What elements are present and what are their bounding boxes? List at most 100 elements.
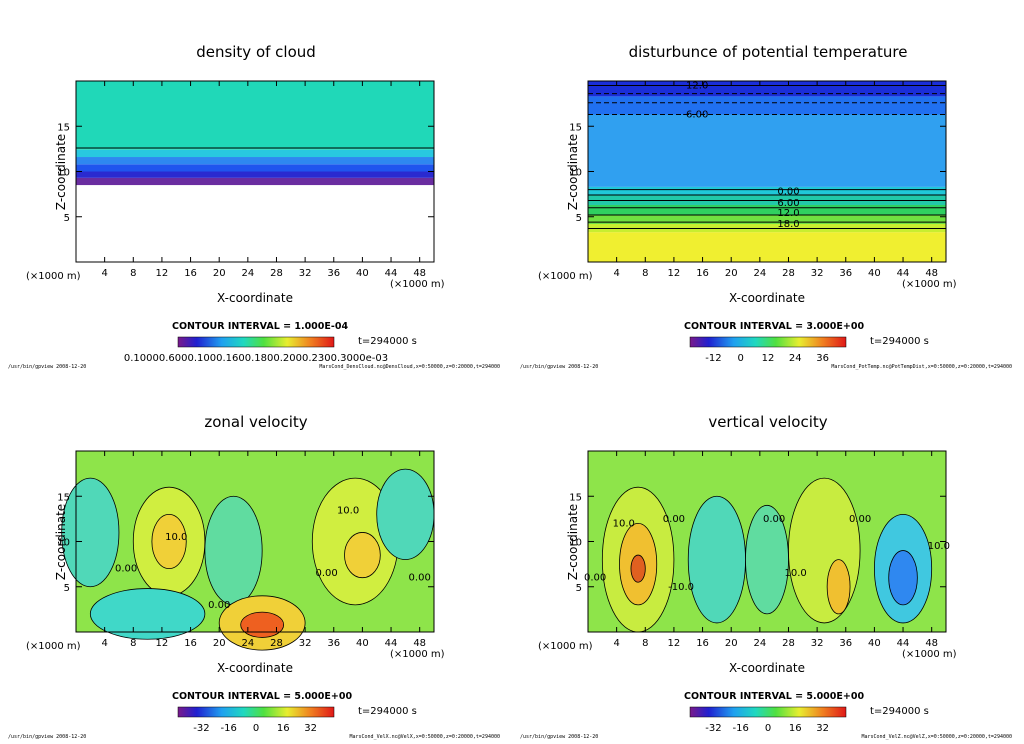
panel-zonal-velocity: zonal velocity 10.010.00.000.000.00 0.00 … bbox=[8, 413, 500, 740]
colorbar-tick-label: 0 bbox=[738, 353, 744, 364]
x-tick-label: 12 bbox=[668, 638, 681, 649]
x-tick-label: 8 bbox=[642, 638, 648, 649]
contour-label: 10.0 bbox=[165, 532, 187, 543]
colorbar-tick-label: -16 bbox=[221, 723, 237, 734]
colorbar-tick-label: -32 bbox=[193, 723, 209, 734]
colorbar-tick-label: 24 bbox=[789, 353, 802, 364]
colorbar-labels: 0.10000.6000.1000.1600.1800.2000.2300.30… bbox=[124, 353, 388, 364]
x-ticks: 4 8 12 16 20 24 28 32 36 40 44 48 bbox=[613, 81, 938, 279]
contour-label: 10.0 bbox=[337, 506, 359, 517]
contour-label: 0.00 bbox=[584, 573, 606, 584]
y-unit-label: (×1000 m) bbox=[538, 641, 593, 652]
y-tick-label: 5 bbox=[64, 213, 70, 224]
x-tick-label: 48 bbox=[413, 268, 426, 279]
x-tick-label: 32 bbox=[811, 268, 824, 279]
contour-label: -10.0 bbox=[668, 582, 694, 593]
x-tick-label: 40 bbox=[868, 638, 881, 649]
contour-label: 6.00 bbox=[777, 198, 799, 209]
colorbar bbox=[177, 706, 335, 718]
y-tick-label: 10 bbox=[57, 168, 70, 179]
colorbar-tick-label: 0 bbox=[253, 723, 259, 734]
contour-interval: CONTOUR INTERVAL = 5.000E+00 bbox=[684, 691, 864, 702]
colorbar bbox=[689, 336, 847, 348]
x-tick-label: 8 bbox=[130, 268, 136, 279]
x-tick-label: 24 bbox=[241, 268, 254, 279]
contour-label: 18.0 bbox=[777, 219, 799, 230]
contour-label: 0.00 bbox=[663, 514, 685, 525]
x-tick-label: 36 bbox=[839, 268, 852, 279]
contour-label: 10.0 bbox=[613, 518, 635, 529]
field-cell bbox=[240, 611, 285, 638]
y-axis-label: Z-coordinate bbox=[54, 134, 68, 210]
y-tick-label: 5 bbox=[576, 583, 582, 594]
footer-right: MarsCond_PotTemp.nc@PotTempDist,x=0:5000… bbox=[831, 364, 1012, 370]
y-unit-label: (×1000 m) bbox=[26, 271, 81, 282]
y-ticks: 5 10 15 bbox=[57, 122, 434, 224]
x-ticks: 4 8 12 16 20 24 28 32 36 40 44 48 bbox=[613, 451, 938, 649]
field-layer bbox=[588, 204, 946, 215]
x-tick-label: 36 bbox=[327, 638, 340, 649]
colorbar-tick-label: -16 bbox=[733, 723, 749, 734]
field-cell bbox=[888, 550, 918, 606]
panel-title: zonal velocity bbox=[204, 413, 307, 431]
time-label: t=294000 s bbox=[870, 706, 929, 717]
contour-label: -12.0 bbox=[682, 81, 708, 92]
x-tick-label: 48 bbox=[925, 268, 938, 279]
x-axis-label: X-coordinate bbox=[729, 291, 805, 305]
field-layer bbox=[588, 214, 946, 224]
footer-left: /usr/bin/gpview 2008-12-20 bbox=[8, 364, 86, 370]
time-label: t=294000 s bbox=[870, 336, 929, 347]
field-cell bbox=[204, 495, 263, 606]
colorbar-tick-label: 32 bbox=[304, 723, 317, 734]
contour-interval: CONTOUR INTERVAL = 1.000E-04 bbox=[172, 321, 348, 332]
field-layer bbox=[588, 96, 946, 115]
contour-label: 12.0 bbox=[777, 208, 799, 219]
panel-title: disturbunce of potential temperature bbox=[629, 43, 908, 61]
contour-label: 0.00 bbox=[208, 600, 230, 611]
x-tick-label: 16 bbox=[696, 638, 709, 649]
field-cell bbox=[788, 477, 861, 624]
x-ticks: 4 8 12 16 20 24 28 32 36 40 44 48 bbox=[101, 451, 426, 649]
heatmap-field bbox=[588, 81, 946, 262]
x-tick-label: 8 bbox=[642, 268, 648, 279]
contour-label: 0.00 bbox=[777, 186, 799, 197]
colorbar bbox=[177, 336, 335, 348]
x-tick-label: 44 bbox=[897, 638, 910, 649]
x-tick-label: 24 bbox=[753, 268, 766, 279]
colorbar-tick-label: -12 bbox=[705, 353, 721, 364]
colorbar-tick-label: 16 bbox=[789, 723, 802, 734]
y-ticks: 5 10 15 bbox=[569, 492, 946, 594]
x-tick-label: 16 bbox=[184, 638, 197, 649]
y-tick-label: 5 bbox=[64, 583, 70, 594]
field-cell bbox=[151, 513, 187, 570]
contour-label: -6.00 bbox=[682, 109, 708, 120]
y-tick-label: 10 bbox=[57, 538, 70, 549]
field-layer bbox=[76, 149, 434, 158]
footer-left: /usr/bin/gpview 2008-12-20 bbox=[8, 734, 86, 740]
colorbar-tick-label: 36 bbox=[816, 353, 829, 364]
y-tick-label: 15 bbox=[569, 122, 582, 133]
x-tick-label: 48 bbox=[925, 638, 938, 649]
x-ticks: 4 8 12 16 20 24 28 32 36 40 44 48 bbox=[101, 81, 426, 279]
colorbar bbox=[689, 706, 847, 718]
contour-label: 0.00 bbox=[763, 514, 785, 525]
x-tick-label: 40 bbox=[868, 268, 881, 279]
field-layer bbox=[588, 232, 946, 262]
field-layer bbox=[588, 81, 946, 97]
colorbar-tick-label: 16 bbox=[277, 723, 290, 734]
field-cell bbox=[61, 477, 120, 588]
heatmap-field bbox=[76, 81, 434, 186]
field-layer bbox=[76, 177, 434, 186]
x-tick-label: 24 bbox=[753, 638, 766, 649]
colorbar-labels: -32 -16 0 16 32 bbox=[193, 723, 317, 734]
x-tick-label: 44 bbox=[385, 638, 398, 649]
x-unit-label: (×1000 m) bbox=[902, 649, 957, 660]
x-tick-label: 20 bbox=[725, 268, 738, 279]
contour-interval: CONTOUR INTERVAL = 5.000E+00 bbox=[172, 691, 352, 702]
field-cell bbox=[344, 532, 381, 579]
colorbar-tick-label: 32 bbox=[816, 723, 829, 734]
contour-lines bbox=[588, 85, 946, 230]
y-ticks: 5 10 15 bbox=[569, 122, 946, 224]
y-tick-label: 15 bbox=[57, 492, 70, 503]
